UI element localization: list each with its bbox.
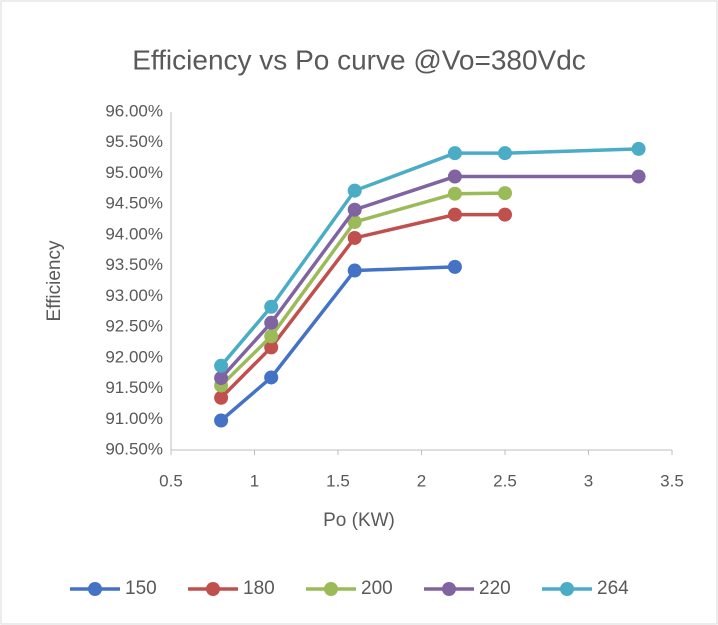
y-tick-label: 94.50% [105,194,163,213]
x-axis-title: Po (KW) [323,510,395,531]
legend-label: 180 [243,578,275,599]
y-tick-label: 91.50% [105,378,163,397]
data-point [214,358,229,373]
legend-marker [88,582,102,596]
legend-marker [206,582,220,596]
x-tick-label: 3.5 [660,471,684,490]
data-point [447,259,462,274]
data-point [264,370,279,385]
data-point [447,169,462,184]
data-point [347,215,362,230]
data-point [214,371,229,386]
data-point [447,207,462,222]
data-point [264,329,279,344]
y-tick-label: 94.00% [105,224,163,243]
series-line [219,265,455,422]
data-point [631,141,646,156]
legend-label: 220 [479,578,511,599]
series-line [219,147,639,367]
data-point [498,146,512,161]
y-tick-label: 96.00% [105,101,163,120]
y-tick-label: 95.50% [105,132,163,151]
x-tick-label: 1 [250,471,259,490]
data-point [347,230,362,245]
data-point [264,315,279,330]
y-tick-label: 95.00% [105,163,163,182]
x-tick-label: 0.5 [159,471,183,490]
data-point [214,413,229,428]
y-tick-label: 90.50% [105,439,163,458]
x-tick-label: 2.5 [493,471,517,490]
legend-marker [324,582,338,596]
y-tick-label: 91.00% [105,409,163,428]
data-point [447,146,462,161]
data-point [347,263,362,278]
data-point [631,169,646,184]
y-tick-label: 92.50% [105,317,163,336]
legend-label: 150 [125,578,157,599]
legend-label: 200 [361,578,393,599]
x-tick-label: 2 [417,471,426,490]
data-point [498,186,512,201]
data-point [214,390,229,405]
x-tick-label: 1.5 [326,471,350,490]
data-point [498,207,512,222]
y-axis-title: Efficiency [44,240,65,321]
data-point [264,299,279,314]
data-point [264,340,279,355]
y-tick-label: 93.50% [105,255,163,274]
data-point [347,183,362,198]
y-tick-label: 93.00% [105,286,163,305]
y-tick-label: 92.00% [105,347,163,366]
data-point [347,202,362,217]
legend-label: 264 [597,578,629,599]
chart-title: Efficiency vs Po curve @Vo=380Vdc [132,44,586,75]
legend-marker [560,582,574,596]
data-point [447,186,462,201]
x-tick-label: 3 [584,471,593,490]
legend-marker [442,582,456,596]
